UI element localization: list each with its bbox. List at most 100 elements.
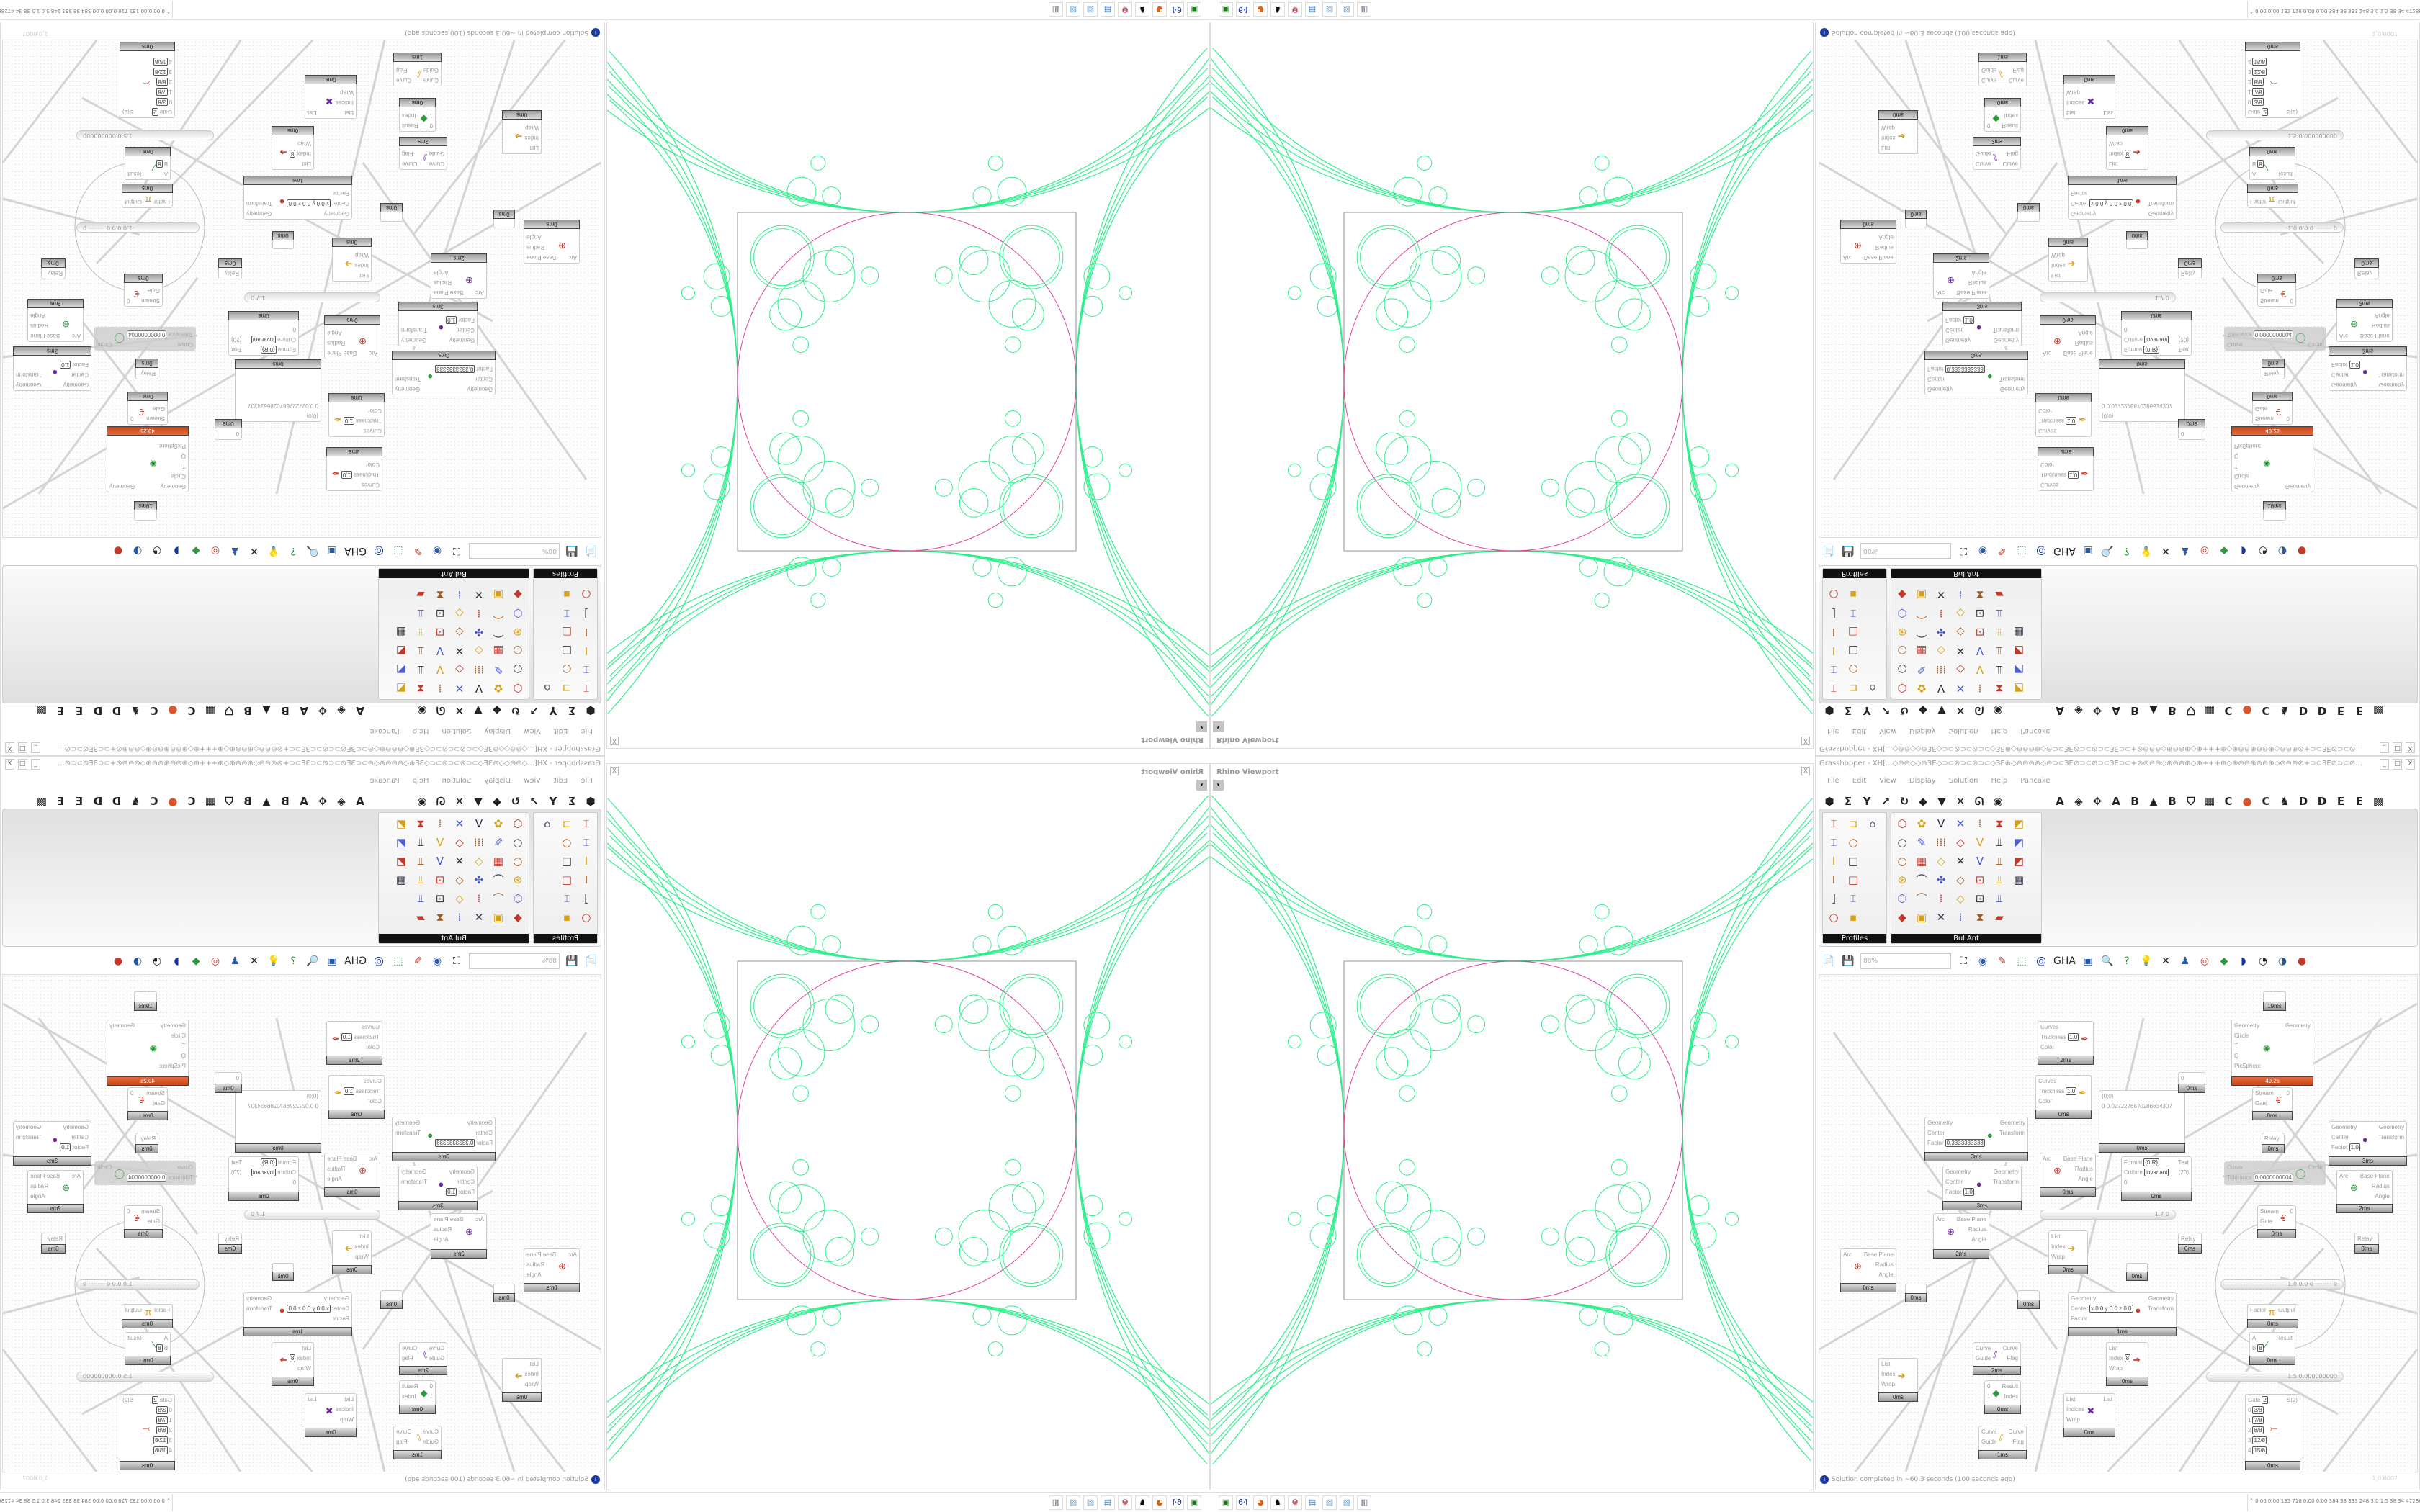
output-param[interactable]: Transform: [246, 1305, 273, 1312]
param-value[interactable]: 15/8: [2252, 1446, 2267, 1454]
component-icon[interactable]: ◇: [455, 836, 464, 849]
param-value[interactable]: 3/8: [2252, 98, 2264, 106]
input-param[interactable]: Index: [1881, 1371, 1896, 1378]
component-icon[interactable]: ▪: [1849, 911, 1857, 924]
component-icon[interactable]: ✕: [474, 911, 484, 924]
canvas-tool-icon[interactable]: ✎: [413, 545, 422, 557]
component-icon[interactable]: ✕: [1936, 911, 1946, 924]
output-param[interactable]: Angle: [434, 269, 449, 276]
component-icon[interactable]: ⫫: [417, 626, 424, 639]
component-icon[interactable]: ⁞⁞⁞: [1935, 836, 1947, 849]
input-param[interactable]: Stream: [2260, 1208, 2279, 1215]
tab-icon[interactable]: ♞: [130, 704, 140, 717]
component-icon[interactable]: ⫫: [1996, 663, 2003, 676]
input-param[interactable]: 0: [1987, 1383, 1990, 1390]
output-param[interactable]: Transform: [2378, 1134, 2404, 1140]
taskbar-app-icon[interactable]: ▧: [1322, 2, 1337, 17]
input-param[interactable]: Relay: [2357, 1236, 2372, 1243]
input-param[interactable]: 28/8: [152, 1426, 172, 1434]
canvas-tool-icon[interactable]: ◗: [174, 545, 179, 557]
canvas-tool-icon[interactable]: 🔍: [306, 955, 319, 967]
input-param[interactable]: Relay: [225, 269, 239, 276]
number-slider[interactable]: 1.7 0: [2040, 1210, 2176, 1220]
output-param[interactable]: Base Plane: [327, 1156, 357, 1162]
component-icon[interactable]: ⌒: [1916, 626, 1927, 639]
output-param[interactable]: 0: [2286, 1090, 2290, 1097]
component-icon[interactable]: ◩: [395, 855, 407, 868]
output-param[interactable]: Geometry: [16, 382, 42, 388]
input-param[interactable]: Tolerance0.0000000004: [127, 330, 193, 338]
input-param[interactable]: Curve: [2227, 341, 2293, 348]
tab-icon[interactable]: D: [93, 704, 103, 717]
input-param[interactable]: Curves: [2040, 1024, 2079, 1031]
component-icon[interactable]: ⊛: [1897, 873, 1907, 886]
input-param[interactable]: Tolerance0.0000000004: [127, 1174, 193, 1182]
tab-icon[interactable]: ◈: [337, 704, 346, 717]
input-param[interactable]: Index8: [289, 1354, 311, 1362]
component-icon[interactable]: ▦: [2013, 873, 2025, 886]
component-icon[interactable]: ○: [562, 663, 572, 676]
input-param[interactable]: Factor: [2250, 1307, 2267, 1314]
param-value[interactable]: 7/8: [2252, 1416, 2264, 1424]
component-icon[interactable]: ⌋: [1832, 607, 1836, 620]
input-param[interactable]: Gate2: [152, 108, 172, 116]
component-icon[interactable]: [2011, 606, 2027, 621]
component-icon[interactable]: V: [436, 836, 444, 849]
input-param[interactable]: Gate: [141, 1218, 160, 1225]
input-param[interactable]: Relay: [2181, 269, 2195, 276]
panel-label-profiles[interactable]: Profiles: [534, 934, 597, 943]
tab-icon[interactable]: ↗: [1881, 795, 1891, 808]
input-param[interactable]: T: [159, 462, 186, 469]
param-value[interactable]: 12/8: [153, 1436, 168, 1444]
input-param[interactable]: Geometry: [60, 381, 89, 388]
input-param[interactable]: Q: [2234, 1053, 2261, 1060]
output-param[interactable]: Result: [127, 1335, 144, 1341]
tab-icon[interactable]: ✥: [318, 704, 328, 717]
input-param[interactable]: Wrap: [354, 251, 369, 258]
tab-icon[interactable]: B: [2130, 704, 2139, 717]
component-icon[interactable]: ▦: [2013, 626, 2025, 639]
gh-component[interactable]: Factor π Output 0ms: [122, 1304, 173, 1328]
component-icon[interactable]: [539, 853, 555, 869]
param-value[interactable]: 15/8: [2252, 58, 2267, 66]
tab-icon[interactable]: ✕: [454, 795, 465, 808]
tab-icon[interactable]: C: [2262, 704, 2270, 717]
input-param[interactable]: Color: [2040, 461, 2079, 468]
taskbar-app-icon[interactable]: ▤: [1305, 2, 1319, 17]
tab-icon[interactable]: ⬢: [586, 704, 596, 717]
input-param[interactable]: PixSphere: [159, 1063, 186, 1070]
gh-component[interactable]: Relay 0ms: [2262, 1133, 2285, 1153]
output-param[interactable]: Curve: [2002, 161, 2018, 167]
component-icon[interactable]: ◩: [395, 644, 407, 657]
gh-component[interactable]: Arc ⊕ Base Plane Radius Angle 2ms: [2336, 299, 2393, 342]
input-param[interactable]: List: [2066, 109, 2084, 116]
input-param[interactable]: Circle: [2234, 472, 2261, 480]
menu-view[interactable]: View: [524, 727, 541, 735]
input-param[interactable]: 0: [2181, 1075, 2184, 1082]
gh-component[interactable]: 19ms: [2263, 501, 2286, 521]
component-icon[interactable]: ✎: [493, 663, 503, 676]
input-param[interactable]: Thickness1.0: [343, 417, 382, 425]
component-icon[interactable]: ⬡: [513, 607, 523, 620]
canvas-tool-icon[interactable]: ⛶: [1960, 545, 1967, 557]
gh-component[interactable]: Curve Guide ⫽ Curve Flag 1ms: [393, 53, 442, 86]
input-param[interactable]: Arc: [2339, 1173, 2348, 1180]
component-icon[interactable]: ○: [513, 644, 523, 657]
taskbar-app-icon[interactable]: 64: [1236, 1495, 1250, 1510]
input-param[interactable]: Gate: [2255, 1100, 2274, 1107]
input-param[interactable]: Stream: [146, 415, 165, 422]
tab-icon[interactable]: ↻: [1899, 795, 1909, 808]
menu-solution[interactable]: Solution: [442, 777, 472, 785]
component-icon[interactable]: ⌒: [1916, 873, 1927, 886]
output-param[interactable]: Angle: [2375, 312, 2390, 319]
gh-component[interactable]: Geometry Circle T Q PixSphere ✺ Geometry 49.2s: [107, 1020, 189, 1086]
component-icon[interactable]: [393, 606, 409, 621]
input-param[interactable]: 0: [2124, 1179, 2169, 1187]
component-icon[interactable]: [539, 834, 555, 850]
